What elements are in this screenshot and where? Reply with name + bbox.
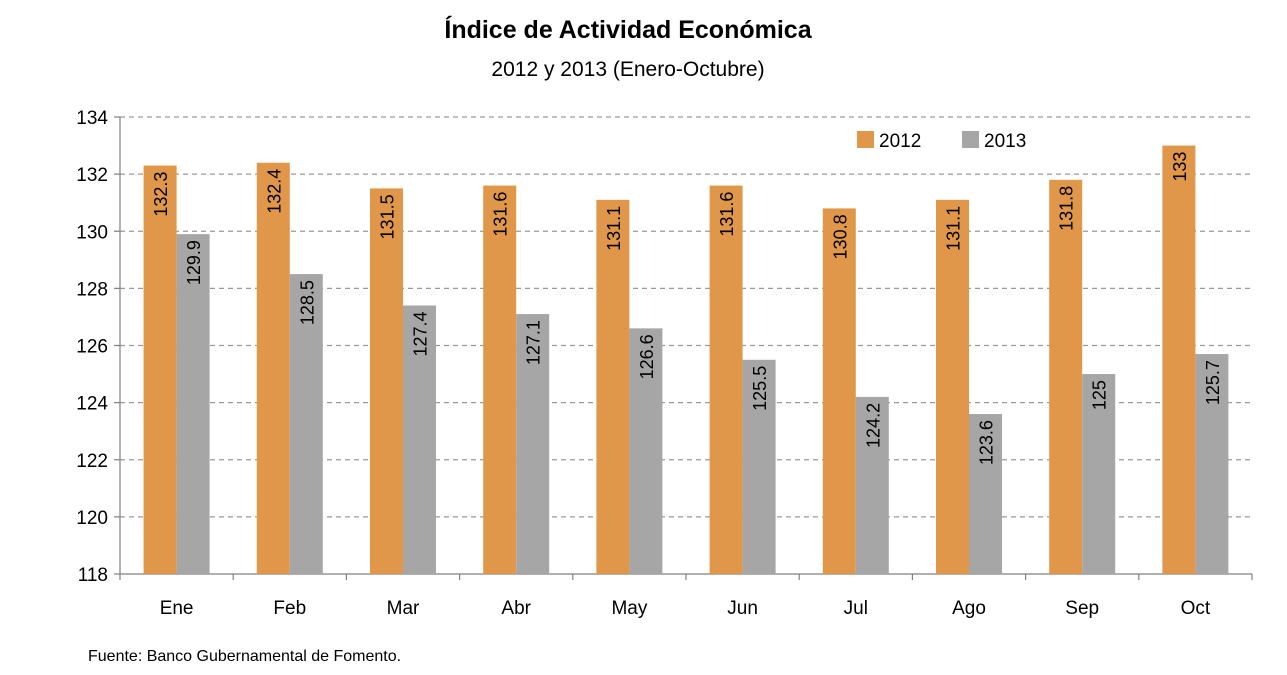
legend-label: 2012 (879, 131, 921, 152)
data-label: 131.1 (944, 206, 964, 251)
bar-2012-ago (936, 199, 969, 575)
y-tick-label: 132 (76, 165, 108, 186)
chart-subtitle: 2012 y 2013 (Enero-Octubre) (491, 58, 765, 81)
data-label: 127.4 (411, 312, 431, 357)
x-tick-label: Jun (727, 598, 758, 619)
bars (143, 145, 1229, 575)
data-label: 133 (1170, 152, 1190, 182)
x-tick-label: Mar (387, 598, 420, 619)
data-label: 131.1 (604, 206, 624, 251)
legend-label: 2013 (984, 131, 1026, 152)
bar-2013-ene (176, 234, 210, 574)
x-tick-label: Sep (1065, 598, 1099, 619)
data-label: 124.2 (863, 403, 883, 448)
y-tick-label: 128 (76, 279, 108, 300)
y-tick-label: 120 (76, 508, 108, 529)
data-label: 129.9 (184, 240, 204, 285)
x-tick-label: Oct (1181, 598, 1211, 619)
bar-2013-feb (289, 274, 323, 574)
bar-2013-oct (1195, 354, 1229, 574)
data-label: 125.7 (1203, 360, 1223, 405)
chart-title: Índice de Actividad Económica (444, 16, 812, 44)
data-labels: 132.3 129.9 132.4 128.5 131.5 127.4 131.6 127.1… (151, 152, 1223, 466)
x-tick-label: Ago (952, 598, 986, 619)
legend-swatch-2013 (962, 131, 979, 148)
bar-2012-may (596, 199, 630, 575)
x-tick-label: Feb (273, 598, 306, 619)
bar-2012-ene (143, 165, 177, 574)
data-label: 126.6 (637, 334, 657, 379)
bar-2013-ago (969, 414, 1002, 574)
y-tick-label: 134 (76, 108, 108, 129)
bar-2013-may (629, 328, 663, 574)
bar-2012-jun (709, 185, 743, 575)
y-tick-label: 122 (76, 451, 108, 472)
bar-2013-jun (742, 359, 776, 574)
data-label: 125 (1090, 380, 1110, 410)
x-tick-label: Abr (501, 598, 531, 619)
data-label: 132.3 (151, 172, 171, 217)
data-label: 125.5 (750, 366, 770, 411)
x-tick-label: May (611, 598, 647, 619)
y-tick-label: 126 (76, 337, 108, 358)
x-tick-label: Jul (844, 598, 868, 619)
data-label: 132.4 (264, 169, 284, 214)
bar-2013-sep (1082, 374, 1116, 574)
y-tick-label: 118 (78, 565, 108, 586)
data-label: 128.5 (297, 280, 317, 325)
data-label: 131.5 (378, 194, 398, 239)
x-tick-label: Ene (160, 598, 194, 619)
bar-2012-mar (370, 188, 403, 574)
legend: 2012 2013 (857, 131, 1026, 152)
source-note: Fuente: Banco Gubernamental de Fomento. (88, 648, 402, 665)
data-label: 123.6 (977, 420, 997, 465)
data-label: 131.6 (491, 192, 511, 237)
y-tick-label: 130 (76, 222, 108, 243)
bar-2013-jul (855, 396, 889, 574)
data-label: 130.8 (830, 214, 850, 259)
bar-2013-abr (516, 314, 550, 574)
y-tick-label: 124 (76, 394, 108, 415)
data-label: 127.1 (524, 320, 544, 365)
bar-2012-oct (1162, 145, 1196, 574)
data-label: 131.8 (1057, 186, 1077, 231)
bar-2012-sep (1049, 179, 1083, 574)
data-label: 131.6 (717, 192, 737, 237)
bar-2012-feb (256, 162, 290, 574)
bar-2013-mar (403, 305, 436, 574)
bar-2012-jul (822, 208, 856, 574)
bar-2012-abr (483, 185, 517, 575)
legend-swatch-2012 (857, 131, 874, 148)
